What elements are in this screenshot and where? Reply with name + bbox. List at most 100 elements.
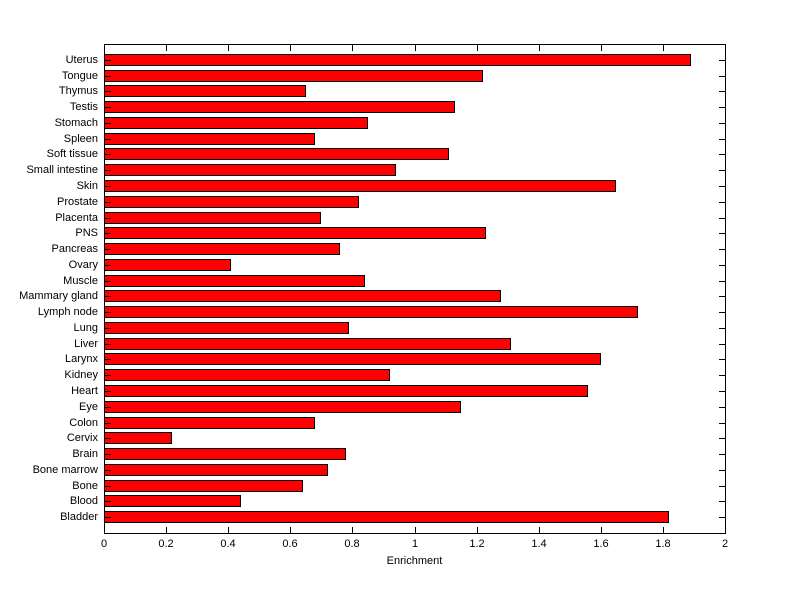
y-tick-left <box>105 60 111 61</box>
y-tick-label-thymus: Thymus <box>58 85 98 97</box>
x-tick-label: 2 <box>721 538 729 550</box>
y-tick-label-kidney: Kidney <box>64 369 98 381</box>
y-tick-left <box>105 296 111 297</box>
bar-colon <box>104 417 315 429</box>
y-tick-label-prostate: Prostate <box>57 196 98 208</box>
y-tick-left <box>105 454 111 455</box>
x-tick-bottom <box>725 527 726 533</box>
bar-skin <box>104 180 616 192</box>
x-tick-label: 0.2 <box>158 538 174 550</box>
x-tick-label: 0 <box>100 538 108 550</box>
bar-thymus <box>104 85 306 97</box>
y-tick-right <box>719 60 725 61</box>
bar-testis <box>104 101 455 113</box>
bar-mammary-gland <box>104 290 501 302</box>
y-tick-right <box>719 76 725 77</box>
y-tick-right <box>719 359 725 360</box>
y-tick-left <box>105 107 111 108</box>
y-tick-left <box>105 407 111 408</box>
y-tick-right <box>719 486 725 487</box>
y-tick-label-bladder: Bladder <box>60 511 98 523</box>
y-tick-label-liver: Liver <box>74 338 98 350</box>
y-tick-left <box>105 391 111 392</box>
x-tick-top <box>539 45 540 51</box>
y-tick-label-pns: PNS <box>75 227 98 239</box>
y-tick-left <box>105 470 111 471</box>
x-tick-label: 1.2 <box>469 538 485 550</box>
y-tick-left <box>105 233 111 234</box>
y-tick-right <box>719 438 725 439</box>
y-tick-right <box>719 328 725 329</box>
x-tick-label: 1 <box>411 538 419 550</box>
y-tick-left <box>105 517 111 518</box>
y-tick-right <box>719 265 725 266</box>
bar-tongue <box>104 70 483 82</box>
y-tick-left <box>105 186 111 187</box>
y-tick-left <box>105 170 111 171</box>
bar-pancreas <box>104 243 340 255</box>
y-tick-right <box>719 202 725 203</box>
y-tick-label-lymph-node: Lymph node <box>37 306 98 318</box>
y-tick-label-colon: Colon <box>69 417 98 429</box>
y-tick-label-small-intestine: Small intestine <box>26 164 98 176</box>
y-tick-label-soft-tissue: Soft tissue <box>46 148 98 160</box>
x-tick-bottom <box>601 527 602 533</box>
y-tick-right <box>719 296 725 297</box>
y-tick-right <box>719 139 725 140</box>
bar-soft-tissue <box>104 148 449 160</box>
y-tick-right <box>719 154 725 155</box>
x-tick-bottom <box>415 527 416 533</box>
x-tick-top <box>352 45 353 51</box>
bar-prostate <box>104 196 359 208</box>
bar-lung <box>104 322 349 334</box>
y-tick-label-spleen: Spleen <box>63 133 98 145</box>
y-tick-right <box>719 312 725 313</box>
y-tick-right <box>719 123 725 124</box>
y-tick-left <box>105 123 111 124</box>
bar-lymph-node <box>104 306 638 318</box>
y-tick-label-pancreas: Pancreas <box>51 243 98 255</box>
x-tick-top <box>601 45 602 51</box>
y-tick-label-stomach: Stomach <box>54 117 98 129</box>
bar-larynx <box>104 353 601 365</box>
y-tick-right <box>719 170 725 171</box>
bar-spleen <box>104 133 315 145</box>
y-tick-label-cervix: Cervix <box>66 432 98 444</box>
y-tick-label-testis: Testis <box>69 101 98 113</box>
y-tick-left <box>105 265 111 266</box>
y-tick-right <box>719 470 725 471</box>
bar-bone-marrow <box>104 464 328 476</box>
y-tick-left <box>105 154 111 155</box>
x-tick-bottom <box>539 527 540 533</box>
x-tick-bottom <box>166 527 167 533</box>
y-tick-label-uterus: Uterus <box>65 54 98 66</box>
y-tick-left <box>105 423 111 424</box>
y-tick-right <box>719 186 725 187</box>
bar-bladder <box>104 511 669 523</box>
x-tick-top <box>290 45 291 51</box>
y-tick-left <box>105 202 111 203</box>
bar-small-intestine <box>104 164 396 176</box>
y-tick-right <box>719 233 725 234</box>
y-tick-right <box>719 407 725 408</box>
x-tick-label: 0.6 <box>282 538 298 550</box>
x-axis-title: Enrichment <box>386 555 443 567</box>
y-tick-right <box>719 375 725 376</box>
bar-blood <box>104 495 241 507</box>
x-tick-top <box>104 45 105 51</box>
y-tick-label-eye: Eye <box>79 401 98 413</box>
bar-placenta <box>104 212 321 224</box>
y-tick-left <box>105 76 111 77</box>
x-tick-label: 0.4 <box>220 538 236 550</box>
bar-cervix <box>104 432 172 444</box>
x-tick-bottom <box>663 527 664 533</box>
x-tick-bottom <box>228 527 229 533</box>
bar-heart <box>104 385 588 397</box>
x-tick-top <box>228 45 229 51</box>
y-tick-left <box>105 218 111 219</box>
x-tick-top <box>477 45 478 51</box>
y-tick-label-heart: Heart <box>71 385 98 397</box>
bar-pns <box>104 227 486 239</box>
y-tick-left <box>105 486 111 487</box>
